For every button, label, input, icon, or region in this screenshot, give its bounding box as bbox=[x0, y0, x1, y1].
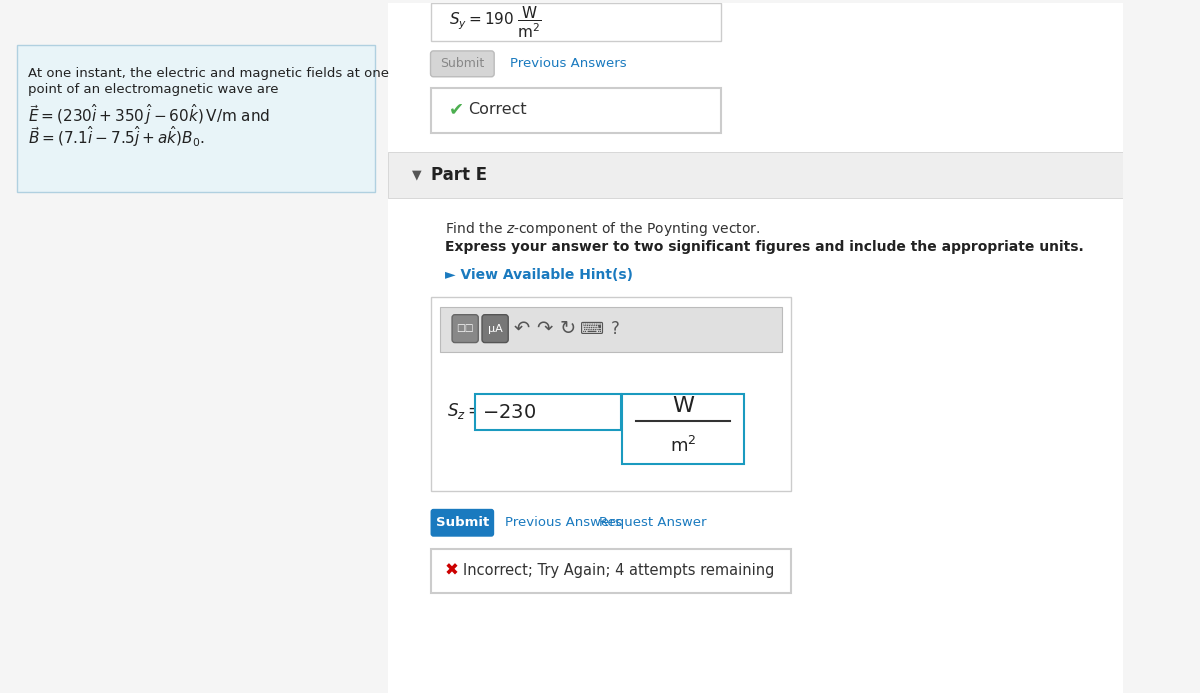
Text: ► View Available Hint(s): ► View Available Hint(s) bbox=[444, 268, 632, 282]
Bar bbox=[431, 297, 791, 491]
Text: $S_z =$: $S_z =$ bbox=[448, 401, 482, 421]
Text: $-230$: $-230$ bbox=[482, 403, 536, 422]
Text: Part E: Part E bbox=[431, 166, 487, 184]
Bar bbox=[389, 152, 1123, 198]
Text: ↻: ↻ bbox=[560, 319, 576, 338]
Text: Find the $z$-component of the Poynting vector.: Find the $z$-component of the Poynting v… bbox=[444, 220, 760, 238]
Bar bbox=[431, 88, 721, 132]
FancyBboxPatch shape bbox=[482, 315, 509, 342]
Text: $\mathrm{m}^2$: $\mathrm{m}^2$ bbox=[670, 436, 696, 456]
Text: Previous Answers: Previous Answers bbox=[505, 516, 622, 529]
Text: ⌨: ⌨ bbox=[580, 319, 604, 337]
Text: Correct: Correct bbox=[468, 102, 527, 117]
Text: Submit: Submit bbox=[440, 58, 485, 70]
FancyBboxPatch shape bbox=[431, 51, 494, 77]
Text: $\vec{E} = (230\hat{i} + 350\,\hat{j} - 60\hat{k})\,\mathrm{V/m}$ and: $\vec{E} = (230\hat{i} + 350\,\hat{j} - … bbox=[28, 102, 270, 127]
Text: W: W bbox=[672, 396, 695, 416]
Text: Express your answer to two significant figures and include the appropriate units: Express your answer to two significant f… bbox=[444, 240, 1084, 254]
Bar bbox=[475, 394, 620, 430]
Text: point of an electromagnetic wave are: point of an electromagnetic wave are bbox=[28, 82, 278, 96]
Text: At one instant, the electric and magnetic fields at one: At one instant, the electric and magneti… bbox=[28, 67, 389, 80]
Bar bbox=[17, 45, 376, 192]
Bar bbox=[431, 549, 791, 593]
FancyBboxPatch shape bbox=[452, 315, 479, 342]
Bar bbox=[431, 3, 721, 41]
Text: ☐☐: ☐☐ bbox=[456, 324, 474, 333]
Text: $\vec{B} = (7.1\hat{i} - 7.5\hat{j} + a\hat{k})B_0.$: $\vec{B} = (7.1\hat{i} - 7.5\hat{j} + a\… bbox=[28, 125, 205, 150]
Text: Incorrect; Try Again; 4 attempts remaining: Incorrect; Try Again; 4 attempts remaini… bbox=[463, 563, 775, 578]
Text: μA: μA bbox=[487, 324, 503, 333]
Bar bbox=[440, 307, 781, 351]
Bar bbox=[389, 3, 1123, 693]
Text: Submit: Submit bbox=[436, 516, 488, 529]
Text: ▼: ▼ bbox=[412, 169, 421, 182]
Bar bbox=[623, 394, 744, 464]
Text: ↶: ↶ bbox=[514, 319, 530, 338]
Text: ?: ? bbox=[611, 319, 619, 337]
Text: $S_y = 190\;\dfrac{\mathrm{W}}{\mathrm{m}^2}$: $S_y = 190\;\dfrac{\mathrm{W}}{\mathrm{m… bbox=[449, 4, 542, 40]
FancyBboxPatch shape bbox=[431, 509, 494, 536]
Text: ✖: ✖ bbox=[444, 561, 458, 579]
Text: ✔: ✔ bbox=[449, 100, 464, 119]
Text: ↷: ↷ bbox=[536, 319, 553, 338]
Text: Previous Answers: Previous Answers bbox=[510, 58, 626, 70]
Text: Request Answer: Request Answer bbox=[599, 516, 707, 529]
